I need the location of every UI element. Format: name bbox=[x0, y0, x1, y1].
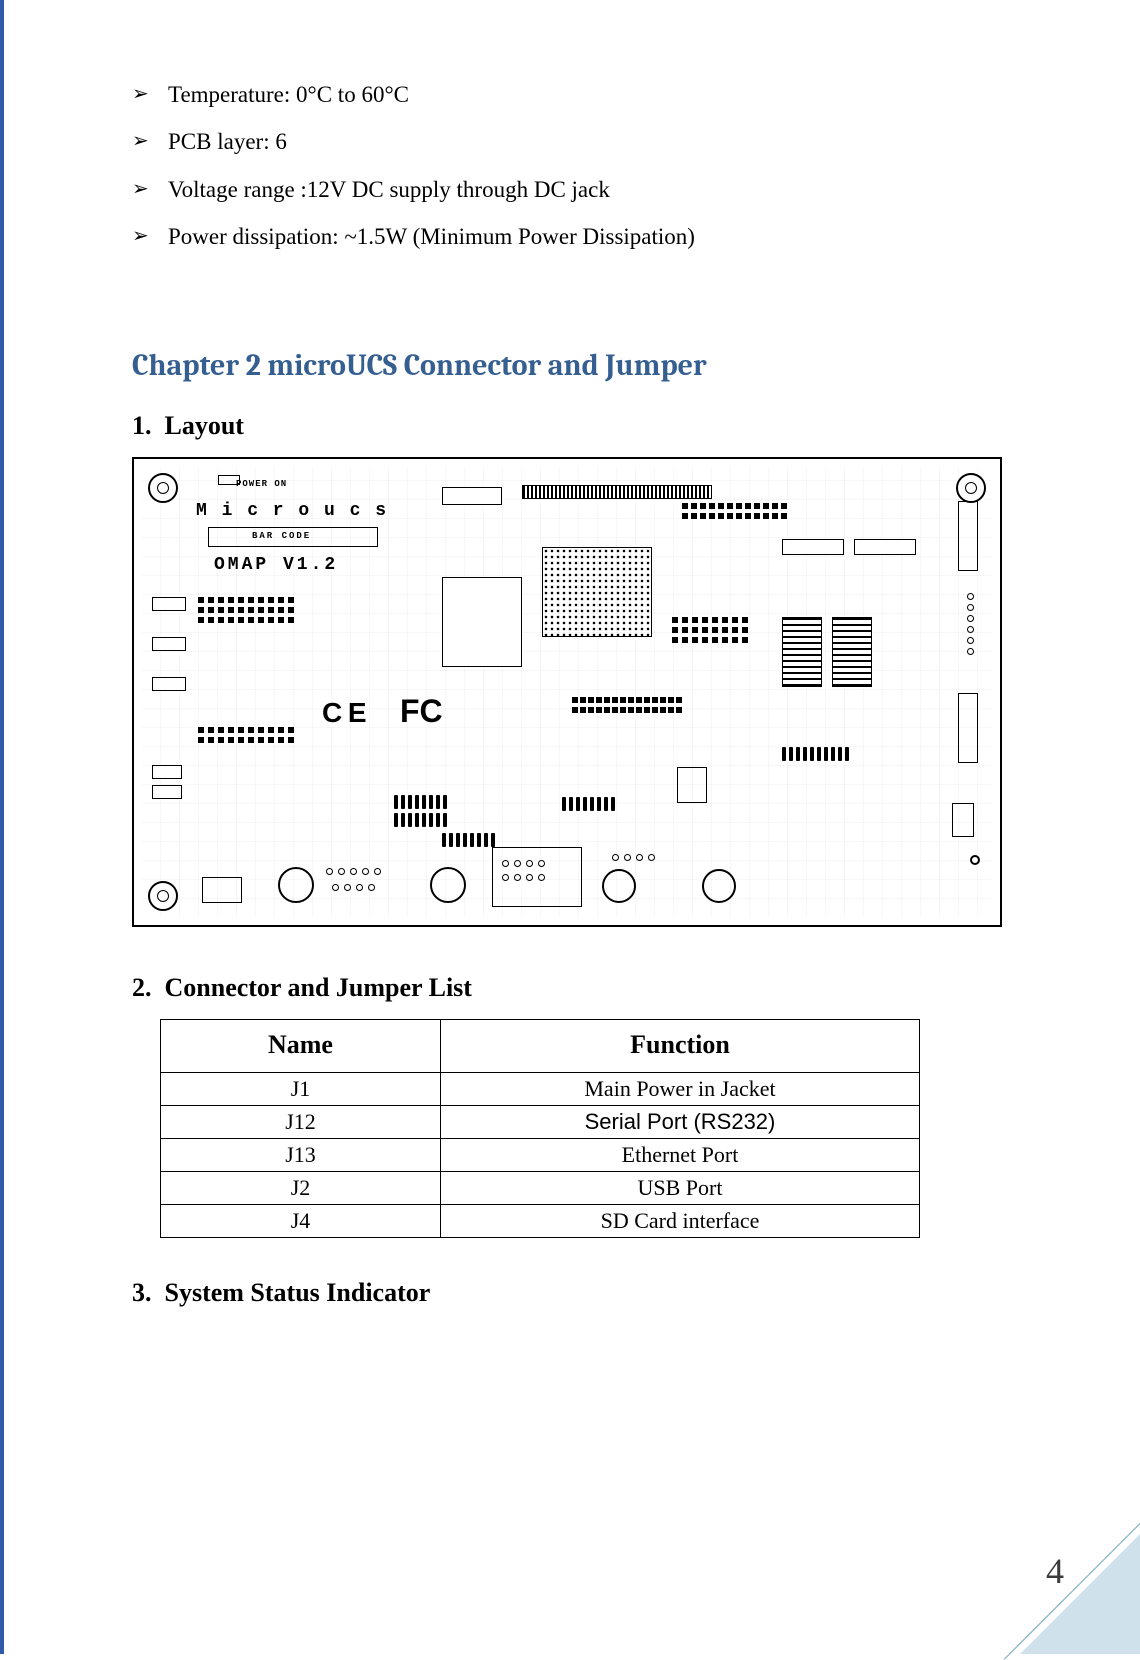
power-on-label: POWER ON bbox=[236, 479, 287, 489]
header-icon bbox=[958, 693, 978, 763]
proto-area-icon bbox=[542, 547, 652, 637]
list-item: ➢ Power dissipation: ~1.5W (Minimum Powe… bbox=[132, 220, 1002, 253]
cell-name: J13 bbox=[161, 1139, 441, 1172]
chip-icon bbox=[442, 577, 522, 667]
cell-function: SD Card interface bbox=[441, 1205, 920, 1238]
via-icon bbox=[970, 855, 980, 865]
section-heading-status: 3. System Status Indicator bbox=[132, 1278, 1002, 1308]
page-corner-decoration bbox=[1020, 1534, 1140, 1654]
fcc-mark-icon: FC bbox=[400, 693, 443, 730]
section-number: 3. bbox=[132, 1278, 152, 1307]
mounting-hole-icon bbox=[956, 473, 986, 503]
version-label: OMAP V1.2 bbox=[214, 555, 338, 575]
chevron-right-icon: ➢ bbox=[132, 220, 168, 251]
list-item: ➢ PCB layer: 6 bbox=[132, 125, 1002, 158]
pin-header-icon bbox=[502, 860, 545, 867]
mounting-hole-icon bbox=[702, 869, 736, 903]
mounting-hole-icon bbox=[278, 867, 314, 903]
pcb-board-outline: M i c r o u c s POWER ON BAR CODE OMAP V… bbox=[142, 467, 992, 917]
ic-icon bbox=[782, 617, 822, 687]
smd-cluster-icon bbox=[198, 727, 296, 745]
smd-cluster-icon bbox=[572, 697, 682, 715]
section-heading-layout: 1. Layout bbox=[132, 411, 1002, 441]
chevron-right-icon: ➢ bbox=[132, 173, 168, 204]
left-margin-rule bbox=[0, 0, 4, 1654]
smd-cluster-icon bbox=[198, 597, 296, 625]
switch-icon bbox=[218, 475, 240, 485]
table-row: J4 SD Card interface bbox=[161, 1205, 920, 1238]
list-item: ➢ Voltage range :12V DC supply through D… bbox=[132, 173, 1002, 206]
component-icon bbox=[152, 765, 182, 779]
spec-text: PCB layer: 6 bbox=[168, 125, 287, 158]
spec-text: Power dissipation: ~1.5W (Minimum Power … bbox=[168, 220, 695, 253]
component-icon bbox=[152, 637, 186, 651]
table-row: J2 USB Port bbox=[161, 1172, 920, 1205]
cell-function: USB Port bbox=[441, 1172, 920, 1205]
cell-function: Ethernet Port bbox=[441, 1139, 920, 1172]
smd-cluster-icon bbox=[682, 503, 788, 521]
section-heading-connector: 2. Connector and Jumper List bbox=[132, 973, 1002, 1003]
component-icon bbox=[152, 677, 186, 691]
pin-row-icon bbox=[394, 813, 447, 827]
spec-bullet-list: ➢ Temperature: 0°C to 60°C ➢ PCB layer: … bbox=[132, 78, 1002, 253]
document-page: ➢ Temperature: 0°C to 60°C ➢ PCB layer: … bbox=[0, 0, 1140, 1654]
cell-name: J12 bbox=[161, 1106, 441, 1139]
chevron-right-icon: ➢ bbox=[132, 125, 168, 156]
spec-text: Voltage range :12V DC supply through DC … bbox=[168, 173, 610, 206]
ic-icon bbox=[832, 617, 872, 687]
mounting-hole-icon bbox=[148, 881, 178, 911]
connector-table-wrap: Name Function J1 Main Power in Jacket J1… bbox=[132, 1019, 1002, 1238]
table-row: J1 Main Power in Jacket bbox=[161, 1073, 920, 1106]
table-row: J12 Serial Port (RS232) bbox=[161, 1106, 920, 1139]
cell-name: J4 bbox=[161, 1205, 441, 1238]
cell-name: J2 bbox=[161, 1172, 441, 1205]
pin-header-icon bbox=[326, 868, 381, 875]
pin-header-icon bbox=[332, 884, 375, 891]
mounting-hole-icon bbox=[602, 869, 636, 903]
brand-label: M i c r o u c s bbox=[196, 501, 388, 521]
pin-row-icon bbox=[442, 833, 495, 847]
pcb-layout-diagram: M i c r o u c s POWER ON BAR CODE OMAP V… bbox=[132, 457, 1002, 927]
lcd-connector-icon bbox=[522, 485, 712, 499]
section-title-text: Layout bbox=[165, 411, 244, 440]
section-number: 2. bbox=[132, 973, 152, 1002]
header-icon bbox=[958, 501, 978, 571]
column-header-function: Function bbox=[441, 1020, 920, 1073]
page-content: ➢ Temperature: 0°C to 60°C ➢ PCB layer: … bbox=[132, 78, 1002, 1324]
connector-icon bbox=[442, 487, 502, 505]
component-icon bbox=[152, 597, 186, 611]
cell-function: Main Power in Jacket bbox=[441, 1073, 920, 1106]
column-header-name: Name bbox=[161, 1020, 441, 1073]
cell-name: J1 bbox=[161, 1073, 441, 1106]
sd-slot-icon bbox=[952, 803, 974, 837]
pin-header-icon bbox=[502, 874, 545, 881]
pin-row-icon bbox=[394, 795, 447, 809]
component-icon bbox=[782, 539, 844, 555]
page-number: 4 bbox=[1046, 1550, 1064, 1592]
component-icon bbox=[854, 539, 916, 555]
cell-function: Serial Port (RS232) bbox=[441, 1106, 920, 1139]
ce-mark-icon: C E bbox=[322, 697, 367, 729]
component-icon bbox=[152, 785, 182, 799]
pin-row-icon bbox=[562, 797, 615, 811]
section-title-text: Connector and Jumper List bbox=[165, 973, 472, 1002]
pin-row-icon bbox=[782, 747, 849, 761]
table-header-row: Name Function bbox=[161, 1020, 920, 1073]
jack-icon bbox=[202, 877, 242, 903]
mounting-hole-icon bbox=[148, 473, 178, 503]
spec-text: Temperature: 0°C to 60°C bbox=[168, 78, 409, 111]
list-item: ➢ Temperature: 0°C to 60°C bbox=[132, 78, 1002, 111]
chevron-right-icon: ➢ bbox=[132, 78, 168, 109]
crystal-icon bbox=[677, 767, 707, 803]
barcode-label: BAR CODE bbox=[252, 531, 311, 541]
chapter-heading: Chapter 2 microUCS Connector and Jumper bbox=[132, 348, 1002, 383]
section-title-text: System Status Indicator bbox=[165, 1278, 431, 1307]
smd-cluster-icon bbox=[672, 617, 750, 645]
section-number: 1. bbox=[132, 411, 152, 440]
pin-header-icon bbox=[967, 593, 974, 655]
pin-header-icon bbox=[612, 854, 655, 861]
mounting-hole-icon bbox=[430, 867, 466, 903]
table-row: J13 Ethernet Port bbox=[161, 1139, 920, 1172]
connector-jumper-table: Name Function J1 Main Power in Jacket J1… bbox=[160, 1019, 920, 1238]
